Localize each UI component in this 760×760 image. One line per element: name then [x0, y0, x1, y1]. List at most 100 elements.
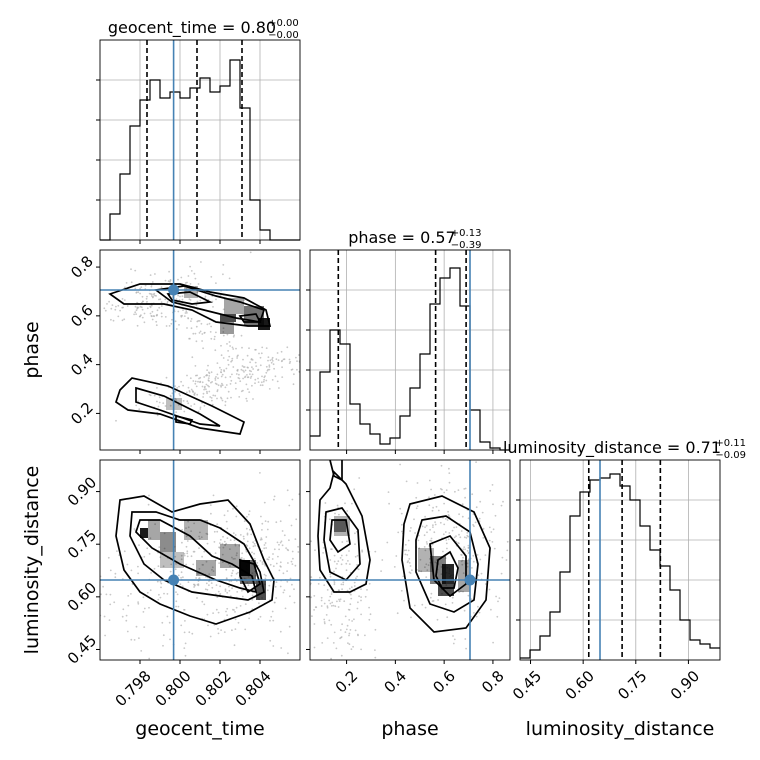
sample-point — [339, 557, 342, 559]
density-cell — [220, 314, 236, 322]
sample-point — [339, 629, 342, 631]
sample-point — [288, 625, 291, 628]
sample-point — [185, 563, 188, 566]
sample-point — [291, 583, 293, 586]
sample-point — [361, 550, 364, 553]
sample-point — [283, 534, 286, 537]
sample-point — [160, 582, 163, 585]
sample-point — [196, 374, 199, 377]
panel-frame — [99, 249, 301, 451]
sample-point — [177, 574, 180, 577]
sample-point — [231, 572, 234, 575]
sample-point — [452, 642, 455, 645]
sample-point — [273, 495, 276, 498]
sample-point — [169, 570, 172, 573]
sample-point — [205, 582, 208, 585]
sample-point — [95, 306, 97, 308]
sample-point — [198, 547, 200, 549]
sample-point — [121, 306, 124, 309]
sample-point — [341, 623, 343, 626]
sample-point — [413, 518, 415, 521]
sample-point — [350, 648, 353, 651]
sample-point — [161, 621, 164, 624]
sample-point — [199, 299, 202, 302]
sample-point — [252, 398, 254, 400]
sample-point — [324, 502, 327, 504]
sample-point — [180, 380, 183, 383]
sample-point — [463, 488, 466, 490]
sample-point — [325, 614, 328, 616]
sample-point — [146, 307, 149, 310]
sample-point — [228, 277, 231, 280]
sample-point — [336, 600, 338, 603]
sample-point — [333, 631, 336, 634]
sample-point — [134, 305, 137, 308]
sample-point — [164, 316, 167, 318]
sample-point — [70, 566, 72, 568]
sample-point — [320, 599, 323, 602]
sample-point — [437, 509, 440, 512]
sample-point — [220, 354, 223, 357]
sample-point — [104, 309, 107, 312]
sample-point — [402, 575, 405, 578]
sample-point — [215, 376, 217, 378]
sample-point — [246, 515, 248, 518]
sample-point — [130, 638, 133, 641]
sample-point — [353, 581, 356, 584]
sample-point — [425, 524, 428, 527]
sample-point — [360, 588, 362, 590]
sample-point — [221, 373, 224, 376]
sample-point — [484, 554, 487, 556]
sample-point — [323, 584, 326, 587]
density-cell — [184, 520, 208, 540]
sample-point — [267, 368, 269, 371]
sample-point — [198, 332, 201, 334]
sample-point — [451, 596, 454, 599]
sample-point — [425, 576, 428, 578]
sample-point — [380, 570, 382, 572]
sample-point — [341, 588, 343, 591]
sample-point — [215, 298, 217, 301]
sample-point — [434, 458, 436, 460]
sample-point — [255, 365, 258, 367]
sample-point — [210, 381, 212, 384]
sample-point — [465, 647, 467, 650]
sample-point — [58, 646, 60, 648]
sample-point — [210, 397, 213, 399]
sample-point — [153, 394, 156, 397]
sample-point — [492, 503, 494, 506]
sample-point — [431, 509, 434, 512]
sample-point — [320, 352, 322, 354]
title-lower-error: −0.09 — [715, 450, 746, 461]
sample-point — [430, 537, 433, 540]
sample-point — [360, 599, 362, 602]
sample-point — [347, 608, 350, 611]
sample-point — [317, 583, 320, 585]
sample-point — [269, 639, 272, 642]
sample-point — [141, 295, 144, 298]
sample-point — [144, 284, 147, 287]
sample-point — [186, 400, 189, 403]
sample-point — [186, 552, 189, 555]
sample-point — [185, 545, 188, 548]
sample-point — [439, 521, 442, 524]
sample-point — [223, 370, 226, 373]
sample-point — [242, 535, 245, 538]
sample-point — [175, 563, 177, 565]
sample-point — [201, 340, 204, 342]
contour-inner — [135, 519, 258, 594]
sample-point — [201, 333, 204, 335]
sample-point — [210, 276, 213, 278]
sample-point — [185, 310, 188, 313]
density-cell — [196, 560, 216, 576]
sample-point — [175, 411, 178, 413]
sample-point — [232, 335, 235, 338]
panel-luminosity_distance-vs-phase — [310, 458, 510, 660]
sample-point — [110, 318, 112, 321]
sample-point — [160, 305, 163, 307]
sample-point — [418, 547, 421, 550]
contour-inner — [166, 291, 213, 305]
sample-point — [281, 376, 284, 378]
sample-point — [232, 532, 235, 534]
sample-point — [432, 526, 434, 528]
